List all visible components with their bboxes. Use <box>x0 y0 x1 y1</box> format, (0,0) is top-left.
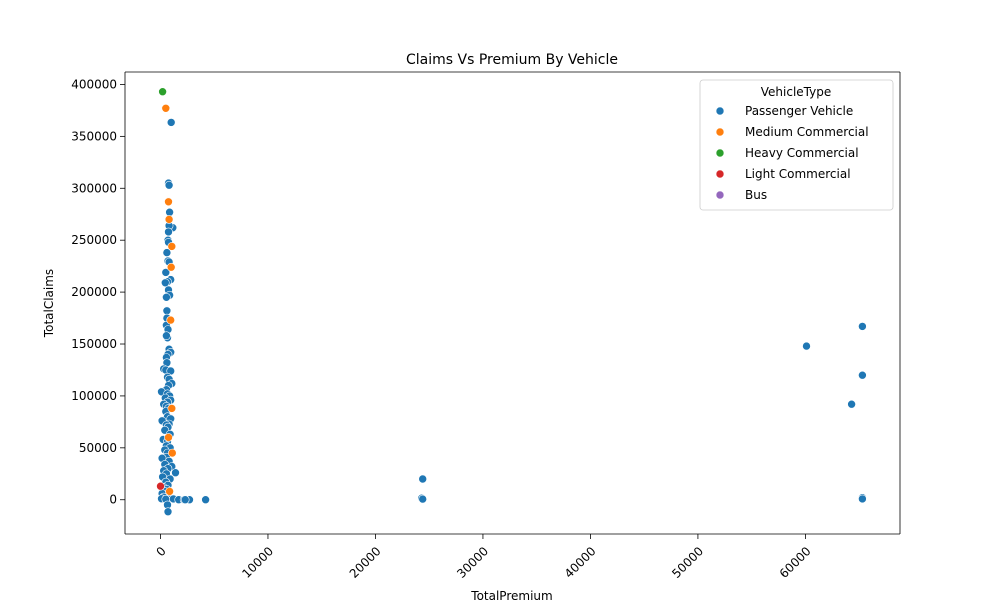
data-point <box>167 242 177 251</box>
data-point <box>164 197 173 207</box>
x-tick-label: 60000 <box>777 544 814 581</box>
y-tick-label: 150000 <box>71 337 117 351</box>
y-tick-label: 100000 <box>71 389 117 403</box>
data-point <box>802 341 811 351</box>
legend-title: VehicleType <box>761 85 831 99</box>
legend-marker <box>715 127 725 137</box>
y-ticks: 0 50000 100000 150000 200000 250000 300000 3500… <box>71 77 125 507</box>
legend-marker <box>715 148 725 158</box>
data-point <box>162 306 172 316</box>
data-point <box>165 487 174 496</box>
legend-items: Passenger Vehicle Medium Commercial Heavy … <box>715 104 869 202</box>
legend-marker <box>715 169 725 179</box>
data-point <box>164 227 173 237</box>
data-point <box>158 87 167 96</box>
y-tick-label: 50000 <box>79 441 117 455</box>
data-point <box>162 248 172 257</box>
legend-label: Bus <box>745 188 767 202</box>
legend-label: Heavy Commercial <box>745 146 859 160</box>
data-point <box>166 315 175 325</box>
data-point <box>161 278 170 288</box>
data-point <box>167 404 177 413</box>
data-point <box>162 292 171 302</box>
y-axis-title: TotalClaims <box>42 269 56 338</box>
data-point <box>156 481 165 491</box>
x-axis-title: TotalPremium <box>470 589 552 600</box>
data-point <box>161 268 171 277</box>
y-tick-label: 200000 <box>71 285 117 299</box>
data-point <box>166 118 176 127</box>
points-layer <box>156 87 867 517</box>
x-tick-label: 10000 <box>239 544 276 581</box>
y-tick-label: 350000 <box>71 129 117 143</box>
y-tick-label: 250000 <box>71 233 117 247</box>
data-point <box>847 399 856 409</box>
y-tick-label: 300000 <box>71 181 117 195</box>
chart-title: Claims Vs Premium By Vehicle <box>406 52 618 68</box>
x-tick-label: 20000 <box>347 544 384 581</box>
data-point <box>858 494 867 504</box>
legend-marker <box>715 190 725 200</box>
x-tick-label: 40000 <box>562 544 599 581</box>
data-point <box>201 495 210 505</box>
data-point <box>180 495 190 505</box>
data-point <box>161 104 171 113</box>
x-tick-label: 50000 <box>669 544 706 581</box>
legend-label: Passenger Vehicle <box>745 104 853 118</box>
data-point <box>166 262 176 272</box>
legend-frame <box>699 79 894 211</box>
data-point <box>164 180 174 190</box>
legend-label: Light Commercial <box>745 167 851 181</box>
legend-label: Medium Commercial <box>745 125 869 139</box>
data-point <box>164 215 174 224</box>
y-tick-label: 0 <box>109 493 117 507</box>
data-point <box>858 370 867 380</box>
data-point <box>168 448 177 458</box>
data-point <box>165 207 174 217</box>
data-point <box>162 331 171 341</box>
x-tick-label: 30000 <box>454 544 491 581</box>
data-point <box>163 507 173 517</box>
x-ticks: 0 10000 20000 30000 40000 50000 60000 <box>153 534 814 581</box>
legend: VehicleType Passenger Vehicle Medium Comm… <box>699 79 894 211</box>
y-tick-label: 400000 <box>71 77 117 91</box>
data-point <box>858 322 867 331</box>
data-point <box>418 494 428 504</box>
legend-marker <box>715 106 725 116</box>
data-point <box>164 433 173 442</box>
data-point <box>171 468 180 478</box>
axes <box>124 71 901 535</box>
x-tick-label: 0 <box>153 544 168 559</box>
data-point <box>418 474 428 484</box>
